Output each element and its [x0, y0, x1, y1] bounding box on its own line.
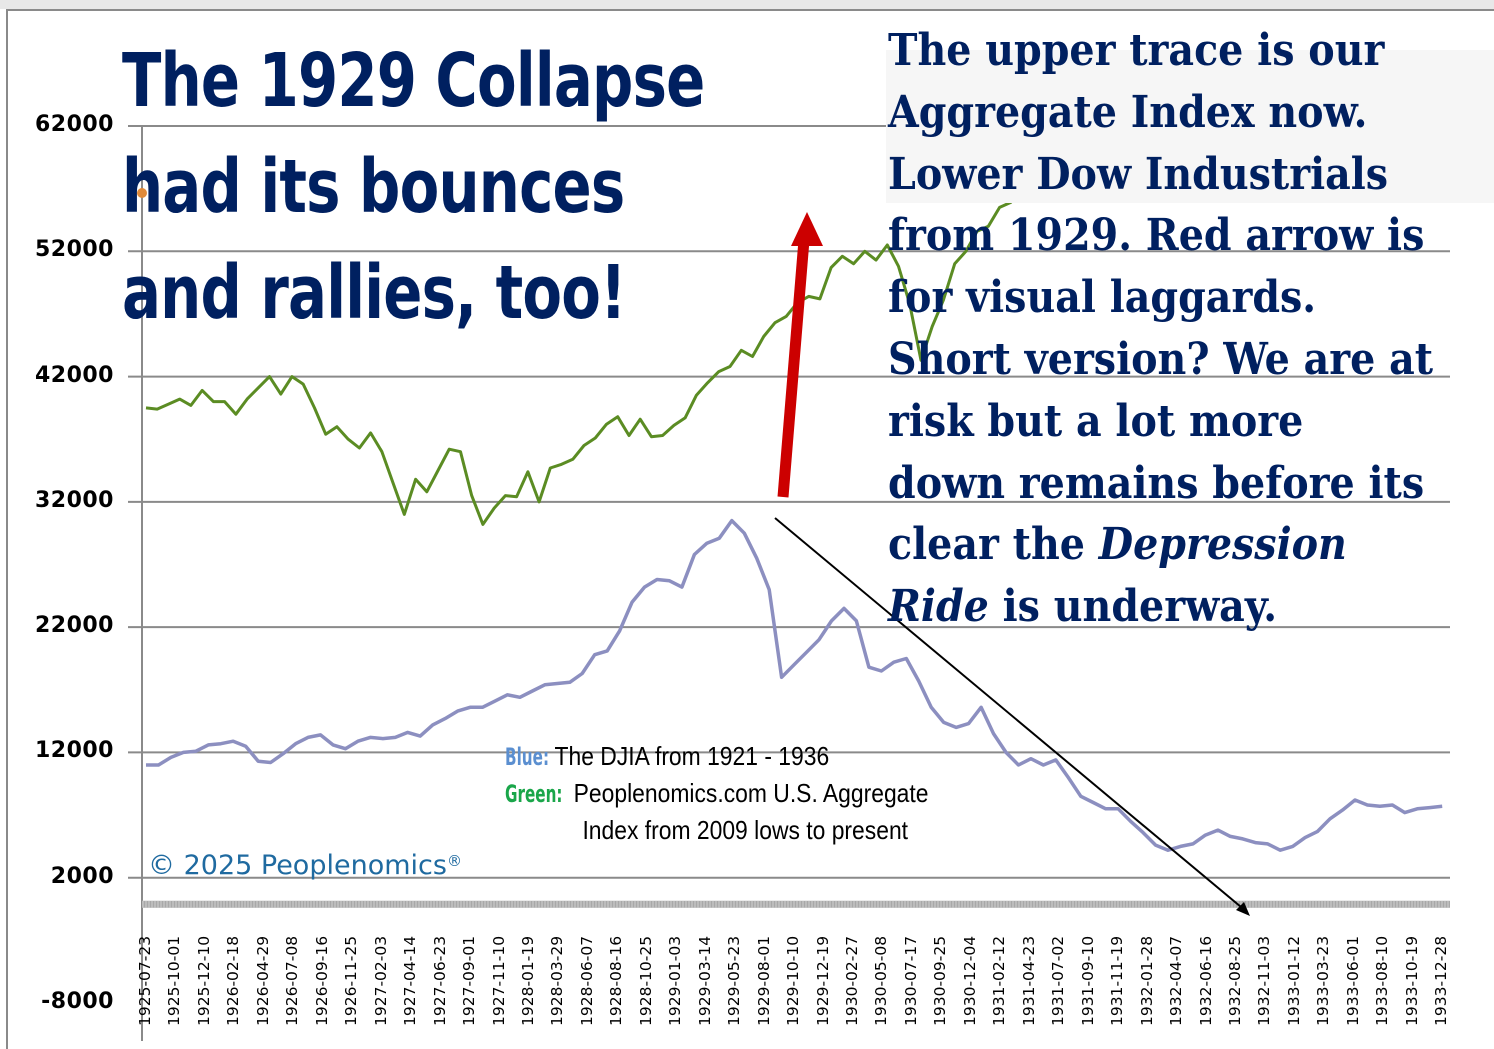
title-line-1: The 1929 Collapse	[122, 38, 705, 124]
x-tick-label: 1933-08-10	[1373, 935, 1392, 1026]
y-tick-label: 42000	[34, 363, 114, 388]
x-tick-label: 1931-07-02	[1049, 935, 1068, 1026]
x-tick-label: 1926-09-16	[312, 935, 331, 1026]
copyright-text: © 2025 Peoplenomics	[148, 850, 447, 881]
y-tick-label: 22000	[34, 613, 114, 638]
x-tick-label: 1932-04-07	[1167, 935, 1186, 1026]
annotation-line: Short version? We are at	[888, 333, 1434, 385]
x-tick-label: 1926-04-29	[253, 935, 272, 1026]
y-tick-label: 2000	[50, 864, 114, 889]
annotation-line: Aggregate Index now.	[888, 86, 1368, 138]
annotation-line: risk but a lot more	[888, 395, 1304, 447]
x-axis-ticks	[142, 900, 1450, 908]
legend-key-green: Green:	[505, 780, 563, 808]
x-tick-label: 1928-08-16	[607, 935, 626, 1026]
legend-text-green: Peoplenomics.com U.S. Aggregate	[573, 778, 929, 808]
copyright-notice: © 2025 Peoplenomics®	[148, 850, 462, 881]
top-band	[0, 0, 1494, 9]
x-tick-label: 1931-11-19	[1108, 935, 1127, 1026]
green-series-line	[145, 155, 1046, 526]
x-tick-label: 1925-10-01	[165, 935, 184, 1026]
x-tick-label: 1932-08-25	[1226, 935, 1244, 1026]
legend: Blue: The DJIA from 1921 - 1936 Green: P…	[505, 738, 928, 848]
x-tick-label: 1930-09-25	[931, 935, 950, 1026]
annotation-italic-fragment: Ride	[888, 581, 989, 633]
x-tick-label: 1926-02-18	[224, 935, 243, 1026]
y-tick-label: 12000	[34, 738, 114, 763]
x-tick-label: 1928-06-07	[577, 935, 596, 1026]
annotation-line: from 1929. Red arrow is	[888, 210, 1425, 262]
x-tick-label: 1926-07-08	[283, 935, 302, 1026]
x-tick-label: 1929-10-10	[784, 935, 803, 1026]
x-tick-label: 1932-01-28	[1137, 935, 1156, 1026]
gridlines	[128, 125, 1450, 879]
x-tick-label: 1929-01-03	[666, 935, 685, 1026]
annotation-background	[886, 50, 1494, 203]
annotation-text-fragment: is underway.	[988, 581, 1278, 633]
x-tick-label: 1928-10-25	[636, 935, 655, 1026]
title-line-2: had its bounces	[122, 144, 625, 230]
x-tick-label: 1930-02-27	[843, 935, 862, 1026]
legend-key-blue: Blue:	[505, 743, 550, 771]
x-tick-label: 1927-11-10	[489, 935, 508, 1026]
annotation-line: for visual laggards.	[888, 272, 1317, 324]
annotation-line: The upper trace is our	[888, 25, 1385, 76]
annotation-line: Ride is underway.	[888, 576, 1428, 638]
legend-item-green-cont: Index from 2009 lows to present	[582, 815, 909, 845]
y-tick-label: 52000	[34, 237, 114, 262]
x-tick-label: 1929-05-23	[725, 935, 744, 1026]
x-tick-label: 1925-12-10	[194, 935, 213, 1026]
x-tick-label: 1932-11-03	[1255, 935, 1274, 1026]
x-tick-label: 1931-09-10	[1078, 935, 1097, 1026]
orange-marker-icon	[137, 188, 147, 198]
x-tick-label: 1933-03-23	[1314, 935, 1333, 1026]
x-tick-label: 1928-01-19	[518, 935, 537, 1026]
annotation-italic-fragment: Depression	[1098, 519, 1347, 571]
x-tick-label: 1930-05-08	[872, 935, 891, 1026]
annotation-text-fragment: clear the	[888, 519, 1099, 571]
x-tick-label: 1927-02-03	[371, 935, 390, 1026]
y-tick-label: -8000	[41, 989, 114, 1014]
annotation-line: down remains before its	[888, 457, 1425, 509]
legend-text-blue: The DJIA from 1921 - 1936	[554, 741, 830, 771]
x-tick-label: 1926-11-25	[342, 935, 361, 1026]
annotation-line: clear the Depression	[888, 514, 1428, 576]
red-arrow-shaft	[777, 239, 810, 498]
legend-item-blue: Blue: The DJIA from 1921 - 1936	[505, 738, 928, 775]
x-tick-label: 1928-03-29	[548, 935, 567, 1026]
x-tick-label: 1933-06-01	[1343, 935, 1362, 1026]
annotation-line: Lower Dow Industrials	[888, 148, 1389, 200]
red-arrow-head-icon	[791, 212, 823, 246]
title-line-3: and rallies, too!	[122, 250, 627, 336]
x-tick-label: 1929-03-14	[695, 935, 714, 1026]
x-axis-minor-ticks	[142, 900, 1450, 908]
chart-title: The 1929 Collapse had its bounces and ra…	[122, 28, 705, 346]
blue-series-line	[146, 518, 1443, 852]
x-tick-label: 1933-01-12	[1284, 935, 1303, 1026]
legend-item-green: Green: Peoplenomics.com U.S. Aggregate	[505, 775, 928, 812]
x-tick-label: 1927-09-01	[460, 935, 479, 1026]
trendline	[774, 517, 1248, 913]
x-tick-label: 1929-12-19	[813, 935, 832, 1026]
x-tick-label: 1929-08-01	[754, 935, 773, 1026]
x-tick-label: 1931-04-23	[1019, 935, 1038, 1026]
x-tick-label: 1933-10-19	[1402, 935, 1421, 1026]
y-tick-label: 62000	[34, 112, 114, 137]
x-tick-label: 1932-06-16	[1196, 935, 1215, 1026]
x-tick-label: 1927-06-23	[430, 935, 449, 1026]
x-tick-label: 1931-02-12	[990, 935, 1009, 1026]
x-tick-label: 1925-07-23	[136, 935, 154, 1026]
x-tick-label: 1930-12-04	[960, 935, 979, 1026]
registered-mark-icon: ®	[446, 852, 462, 870]
annotation-text: The upper trace is our Aggregate Index n…	[888, 20, 1434, 638]
y-tick-label: 32000	[34, 488, 114, 513]
x-tick-label: 1933-12-28	[1432, 935, 1451, 1026]
chart-frame	[6, 9, 1494, 1049]
x-tick-label: 1927-04-14	[401, 935, 420, 1026]
trendline-arrowhead-icon	[1236, 902, 1250, 916]
x-tick-label: 1930-07-17	[901, 935, 920, 1026]
